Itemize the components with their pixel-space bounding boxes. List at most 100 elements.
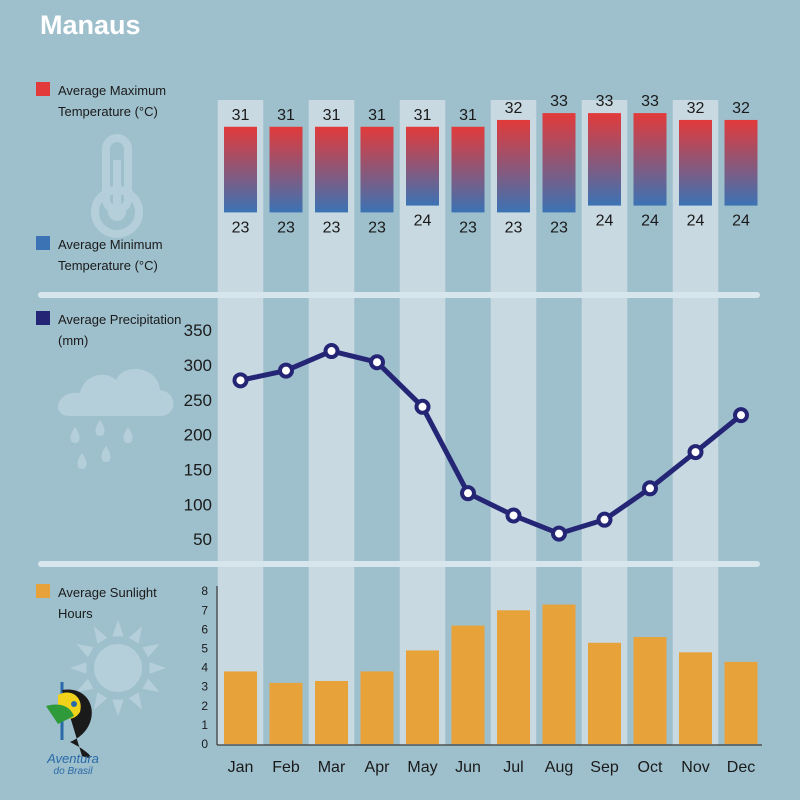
month-tick-label: Aug [545,759,573,776]
sunlight-tick-label: 1 [201,718,208,732]
min-temp-label: 23 [232,219,250,236]
sunlight-tick-label: 5 [201,642,208,656]
sunlight-bar [451,625,485,744]
max-temp-label: 31 [459,107,477,124]
precipitation-tick-label: 350 [184,321,212,340]
legend-precipitation: Average Precipitation (mm) [36,309,188,351]
logo-line-2: do Brasil [53,766,93,777]
month-tick-label: Apr [365,759,391,776]
month-tick-label: Jan [228,759,254,776]
precipitation-point [505,507,522,524]
max-temp-label: 33 [641,93,659,110]
max-temp-label: 32 [687,100,705,117]
sunlight-bar [224,671,257,744]
section-divider [38,561,760,567]
legend-label-max-temp: Average Maximum Temperature (°C) [58,83,167,119]
precipitation-line [239,348,743,537]
legend-label-precipitation: Average Precipitation (mm) [58,312,182,348]
precipitation-point [369,354,385,371]
max-temp-label: 33 [596,93,614,110]
temp-bar [588,113,621,206]
min-temp-label: 24 [414,213,432,230]
temp-bar [679,119,712,206]
sunlight-bar [724,661,758,744]
min-temp-label: 24 [732,213,750,230]
min-temp-label: 24 [687,213,705,230]
section-divider [38,292,760,298]
precipitation-point [323,343,340,360]
legend-label-min-temp: Average Minimum Temperature (°C) [58,237,163,273]
month-tick-label: Feb [272,759,300,776]
temp-bar [224,126,257,213]
temp-bar [360,126,394,213]
sunlight-bar [542,604,576,744]
logo-line-1: Aventura [47,751,99,766]
precipitation-tick-label: 250 [184,391,212,410]
column-band [581,100,628,745]
max-temp-label: 32 [505,100,523,117]
month-tick-label: Mar [318,759,346,776]
legend-min-temp: Average Minimum Temperature (°C) [36,234,188,276]
temp-bar [724,119,758,206]
precipitation-point [278,362,294,379]
legend-swatch-max-temp [36,82,50,96]
sunlight-bar [406,650,439,744]
temp-bar [315,126,348,213]
precipitation-tick-label: 300 [184,356,212,375]
precipitation-point [596,511,613,528]
legend-label-sunlight: Average Sunlight Hours [58,585,157,621]
month-tick-label: Oct [638,759,663,776]
month-tick-label: Dec [727,759,755,776]
precipitation-point [551,525,567,542]
sun-icon [70,620,166,716]
max-temp-label: 33 [550,93,568,110]
legend-swatch-sunlight [36,584,50,598]
page-title: Manaus [40,10,141,40]
sunlight-bar [679,652,712,744]
month-tick-label: Nov [681,759,709,776]
sunlight-bar [633,637,667,744]
month-tick-label: Jun [455,759,481,776]
legend-sunlight: Average Sunlight Hours [36,582,188,624]
temp-bar [406,126,439,206]
min-temp-label: 23 [505,219,523,236]
min-temp-label: 23 [459,219,477,236]
thermometer-icon [91,134,143,238]
precipitation-tick-label: 100 [184,495,212,514]
legend-swatch-precipitation [36,311,50,325]
month-tick-label: May [407,759,437,776]
sunlight-tick-label: 6 [201,622,208,636]
max-temp-label: 31 [277,107,295,124]
temp-bar [633,113,667,206]
legend-max-temp: Average Maximum Temperature (°C) [36,80,188,122]
rain-cloud-icon [57,368,174,469]
precipitation-point [642,480,658,497]
max-temp-label: 32 [732,100,750,117]
logo-text: Aventura do Brasil [38,752,108,778]
min-temp-label: 23 [368,219,386,236]
sunlight-bar [269,682,303,744]
temp-bar [451,126,485,213]
sunlight-bar [497,610,530,744]
sunlight-tick-label: 7 [201,603,208,617]
max-temp-label: 31 [414,107,432,124]
parrot-logo-icon [46,682,92,758]
sunlight-bar [315,680,348,744]
precipitation-point [414,398,431,415]
sunlight-tick-label: 4 [201,661,208,675]
precipitation-tick-label: 50 [193,530,212,549]
min-temp-label: 23 [323,219,341,236]
precipitation-point [733,407,749,424]
sunlight-tick-label: 0 [201,737,208,751]
month-tick-label: Jul [503,759,523,776]
legend-swatch-min-temp [36,236,50,250]
column-band [672,100,719,745]
sunlight-bar [588,642,621,744]
min-temp-label: 24 [641,213,659,230]
sunlight-tick-label: 2 [201,699,208,713]
sunlight-tick-label: 3 [201,680,208,694]
min-temp-label: 23 [550,219,568,236]
max-temp-label: 31 [323,107,341,124]
